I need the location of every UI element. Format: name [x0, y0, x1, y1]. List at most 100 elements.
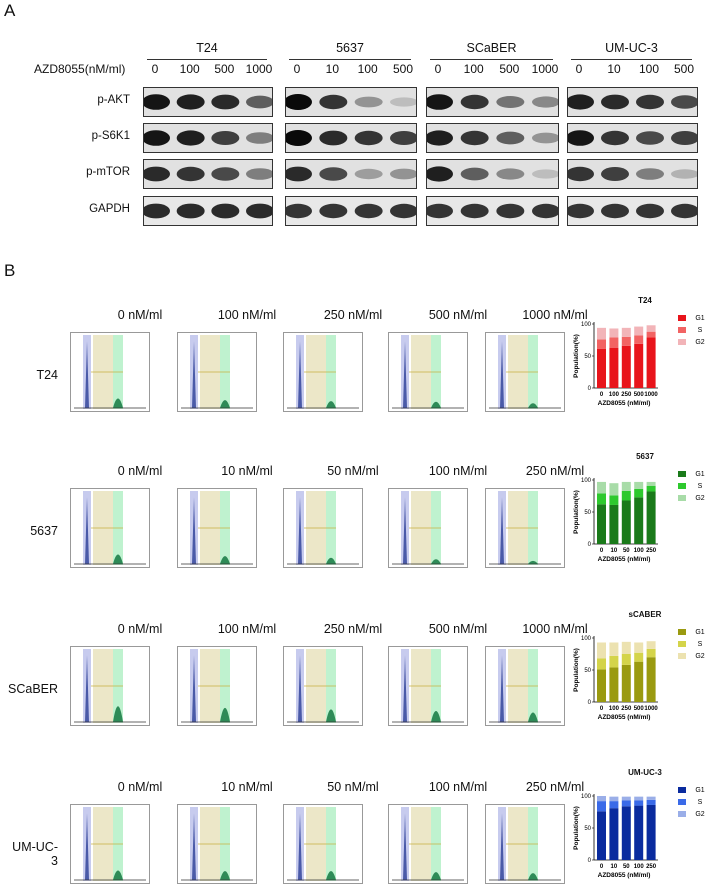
peak-g1	[500, 655, 504, 722]
bar-G2-250	[621, 641, 631, 654]
legend-label-G2: G2	[695, 495, 704, 502]
protein-band	[496, 131, 525, 145]
conc-label-3-2: 50 nM/ml	[327, 780, 379, 794]
x-tick-label: 100	[634, 548, 645, 554]
conc-label-1-1: 10 nM/ml	[221, 464, 273, 478]
bar-G1-0	[597, 348, 606, 388]
x-tick-label: 100	[634, 864, 645, 870]
bar-G1-50	[621, 500, 631, 544]
protein-band	[671, 169, 697, 179]
bar-G1-0	[597, 811, 606, 860]
conc-label-2-1: 100 nM/ml	[217, 622, 277, 636]
conc-label-2-2: 250 nM/ml	[323, 622, 383, 636]
blot-strip-3-1	[285, 196, 417, 226]
protein-band	[211, 94, 240, 110]
x-tick-label: 0	[600, 548, 604, 554]
protein-band	[601, 130, 629, 146]
bar-G1-0	[597, 504, 606, 544]
group-label-1: 5637	[336, 41, 364, 55]
bar-G1-100	[609, 667, 619, 702]
bar-S-100	[609, 655, 619, 668]
y-tick-label: 50	[584, 668, 591, 674]
group-underline-2	[430, 59, 553, 60]
peak-g2	[220, 400, 230, 408]
histogram-2-4	[485, 646, 565, 726]
conc-label-0-4: 1000 nM/ml	[522, 308, 588, 322]
histogram-2-0	[70, 646, 150, 726]
histogram-0-1	[177, 332, 257, 412]
peak-g2	[528, 403, 538, 408]
protein-band	[390, 168, 416, 180]
bar-G2-100	[609, 642, 619, 656]
peak-g2	[431, 710, 441, 722]
chart-title-0: T24	[638, 296, 652, 305]
peak-g2	[220, 556, 230, 564]
bar-G2-500	[634, 642, 644, 653]
protein-band	[246, 95, 272, 109]
conc-label-3-1: 10 nM/ml	[221, 780, 273, 794]
peak-g2	[113, 554, 123, 564]
bar-G1-250	[621, 345, 631, 388]
peak-g2	[326, 557, 336, 564]
cell-line-label-2: SCaBER	[8, 682, 59, 696]
protein-band	[176, 166, 205, 182]
y-tick-label: 50	[584, 826, 591, 832]
panel-a-letter: A	[4, 1, 16, 20]
protein-band	[532, 169, 558, 179]
legend-swatch-G1	[678, 471, 686, 477]
group-label-3: UM-UC-3	[605, 41, 658, 55]
protein-band	[532, 203, 558, 219]
x-tick-label: 0	[600, 392, 604, 398]
legend-label-S: S	[698, 641, 703, 648]
dose-label-3-1: 10	[607, 62, 621, 76]
dose-label-2-3: 1000	[531, 62, 559, 76]
peak-g1	[85, 655, 89, 722]
conc-label-1-2: 50 nM/ml	[327, 464, 379, 478]
x-axis-label: AZD8055 (nM/ml)	[598, 872, 651, 879]
blot-strip-1-2	[426, 123, 559, 153]
bar-G2-0	[597, 481, 606, 494]
dose-label-2-2: 500	[499, 62, 520, 76]
group-label-0: T24	[196, 41, 218, 55]
peak-g1	[500, 497, 504, 564]
dose-label-0-2: 500	[214, 62, 235, 76]
bar-S-1000	[646, 331, 656, 338]
bar-S-0	[597, 339, 606, 349]
legend-label-S: S	[698, 483, 703, 490]
legend-label-G2: G2	[695, 339, 704, 346]
legend-label-G2: G2	[695, 811, 704, 818]
bar-G1-500	[634, 661, 644, 702]
bar-S-250	[646, 485, 656, 492]
bar-S-100	[634, 800, 644, 806]
x-tick-label: 0	[600, 864, 604, 870]
bar-S-250	[621, 654, 631, 665]
x-axis-label: AZD8055 (nM/ml)	[598, 400, 651, 407]
protein-label-2: p-mTOR	[86, 166, 130, 178]
bar-G1-1000	[646, 657, 656, 702]
bar-G2-50	[621, 796, 631, 801]
x-tick-label: 100	[609, 392, 620, 398]
histogram-2-1	[177, 646, 257, 726]
legend-swatch-G2	[678, 653, 686, 659]
bar-G2-250	[621, 327, 631, 337]
protein-band	[601, 94, 629, 110]
bar-G2-250	[646, 481, 656, 486]
protein-band	[144, 130, 170, 146]
histogram-0-4	[485, 332, 565, 412]
y-tick-label: 0	[588, 700, 592, 706]
protein-band	[671, 203, 697, 219]
conc-label-0-3: 500 nM/ml	[428, 308, 488, 322]
protein-band	[636, 94, 664, 110]
blot-strip-1-3	[567, 123, 698, 153]
blot-strip-1-1	[285, 123, 417, 153]
dose-label-1-3: 500	[392, 62, 414, 76]
protein-band	[286, 166, 312, 182]
conc-label-3-0: 0 nM/ml	[117, 780, 163, 794]
blot-strip-2-2	[426, 159, 559, 189]
histogram-0-3	[388, 332, 468, 412]
protein-band	[496, 203, 525, 219]
blot-strip-2-1	[285, 159, 417, 189]
